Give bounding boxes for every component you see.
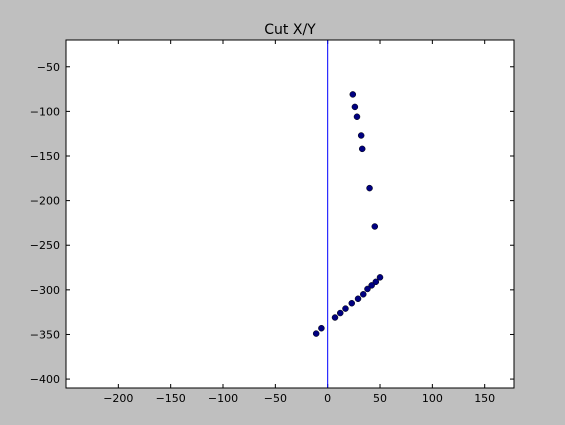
x-tick-label: −200 bbox=[103, 392, 133, 405]
data-point bbox=[357, 132, 365, 139]
y-tick-label: −250 bbox=[30, 239, 60, 252]
y-tick-label: −400 bbox=[30, 373, 60, 386]
data-point bbox=[331, 314, 339, 321]
x-tick-label: 100 bbox=[422, 392, 443, 405]
x-axis: −200 −150 −100 −50 0 50 100 150 bbox=[103, 40, 495, 405]
data-point bbox=[318, 324, 325, 332]
x-tick-label: −100 bbox=[208, 392, 238, 405]
data-point bbox=[371, 223, 379, 230]
x-tick-label: 0 bbox=[324, 392, 331, 405]
data-point bbox=[353, 113, 361, 120]
data-point bbox=[376, 274, 384, 281]
data-point bbox=[336, 309, 344, 317]
y-axis: −50 −100 −150 −200 −250 −300 −350 −400 bbox=[30, 61, 514, 386]
y-tick-label: −150 bbox=[30, 150, 60, 163]
data-point bbox=[372, 278, 380, 286]
data-point bbox=[342, 305, 349, 312]
data-point bbox=[348, 299, 356, 307]
data-point bbox=[360, 291, 367, 298]
x-tick-label: 50 bbox=[373, 392, 387, 405]
data-points bbox=[312, 91, 384, 337]
plot-frame bbox=[65, 39, 515, 389]
x-tick-label: −50 bbox=[264, 392, 287, 405]
y-tick-label: −350 bbox=[30, 328, 60, 341]
data-point bbox=[368, 282, 375, 289]
data-point bbox=[366, 184, 373, 192]
plot-area bbox=[66, 40, 514, 388]
data-point bbox=[351, 103, 359, 111]
x-tick-label: 150 bbox=[474, 392, 495, 405]
data-point bbox=[312, 330, 320, 337]
y-tick-label: −50 bbox=[37, 61, 60, 74]
y-tick-label: −300 bbox=[30, 284, 60, 297]
chart-title: Cut X/Y bbox=[264, 22, 316, 38]
y-tick-label: −100 bbox=[30, 105, 60, 118]
data-point bbox=[364, 285, 371, 293]
y-tick-label: −200 bbox=[30, 195, 60, 208]
x-tick-label: −150 bbox=[156, 392, 186, 405]
data-point bbox=[354, 295, 362, 303]
data-point bbox=[349, 91, 357, 98]
data-point bbox=[358, 145, 366, 153]
